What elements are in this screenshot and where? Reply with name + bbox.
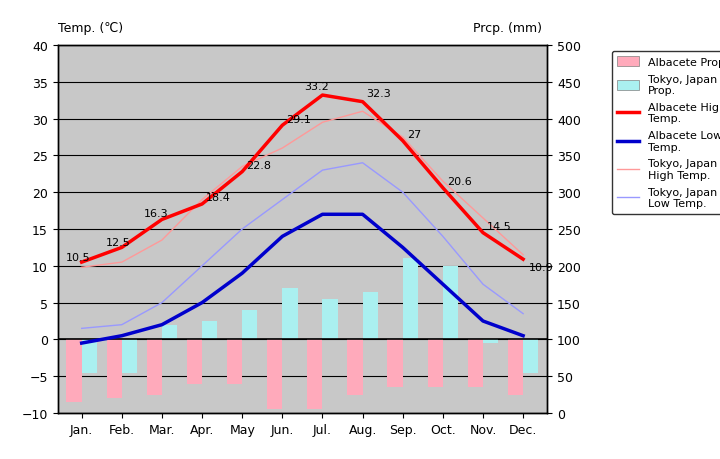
Albacete High
Temp.: [158, 217, 166, 223]
Albacete High
Temp.: [77, 260, 86, 265]
Bar: [307, 340, 323, 409]
Tokyo, Japan
High Temp.: [479, 216, 487, 221]
Legend: Albacete Prop., Tokyo, Japan
Prop., Albacete High
Temp., Albacete Low
Temp., Tok: Albacete Prop., Tokyo, Japan Prop., Alba…: [611, 51, 720, 214]
Tokyo, Japan
High Temp.: [198, 197, 207, 203]
Albacete Low
Temp.: [519, 333, 528, 339]
Bar: [508, 340, 523, 395]
Bar: [523, 340, 539, 373]
Bar: [162, 325, 177, 340]
Text: 33.2: 33.2: [305, 82, 329, 92]
Text: Prcp. (mm): Prcp. (mm): [473, 22, 542, 35]
Tokyo, Japan
Low Temp.: [438, 234, 447, 240]
Bar: [66, 340, 81, 402]
Albacete High
Temp.: [198, 202, 207, 207]
Bar: [227, 340, 242, 384]
Tokyo, Japan
Low Temp.: [198, 263, 207, 269]
Text: 14.5: 14.5: [487, 222, 512, 231]
Bar: [483, 340, 498, 343]
Tokyo, Japan
High Temp.: [398, 135, 407, 140]
Line: Albacete High
Temp.: Albacete High Temp.: [81, 96, 523, 263]
Tokyo, Japan
Low Temp.: [398, 190, 407, 196]
Tokyo, Japan
Low Temp.: [479, 282, 487, 287]
Text: 27: 27: [407, 130, 421, 140]
Bar: [147, 340, 162, 395]
Albacete Low
Temp.: [398, 245, 407, 251]
Albacete High
Temp.: [438, 185, 447, 191]
Bar: [428, 340, 443, 387]
Tokyo, Japan
High Temp.: [117, 260, 126, 265]
Bar: [443, 266, 458, 340]
Albacete Low
Temp.: [359, 212, 367, 218]
Tokyo, Japan
High Temp.: [238, 164, 246, 170]
Text: 20.6: 20.6: [447, 177, 472, 187]
Tokyo, Japan
Low Temp.: [359, 161, 367, 166]
Bar: [347, 340, 363, 395]
Albacete High
Temp.: [318, 93, 327, 99]
Tokyo, Japan
Low Temp.: [519, 311, 528, 317]
Bar: [387, 340, 402, 387]
Bar: [107, 340, 122, 398]
Text: 16.3: 16.3: [144, 208, 168, 218]
Tokyo, Japan
High Temp.: [158, 238, 166, 243]
Tokyo, Japan
High Temp.: [359, 109, 367, 115]
Bar: [186, 340, 202, 384]
Text: 10.5: 10.5: [66, 252, 90, 263]
Albacete Low
Temp.: [117, 333, 126, 339]
Albacete Low
Temp.: [479, 319, 487, 324]
Albacete Low
Temp.: [158, 322, 166, 328]
Albacete High
Temp.: [238, 169, 246, 175]
Tokyo, Japan
Low Temp.: [158, 300, 166, 306]
Tokyo, Japan
Low Temp.: [318, 168, 327, 174]
Albacete Low
Temp.: [438, 282, 447, 287]
Bar: [402, 259, 418, 340]
Albacete High
Temp.: [359, 100, 367, 105]
Bar: [363, 292, 378, 340]
Bar: [468, 340, 483, 387]
Bar: [323, 299, 338, 340]
Albacete High
Temp.: [117, 245, 126, 251]
Tokyo, Japan
High Temp.: [438, 179, 447, 185]
Tokyo, Japan
Low Temp.: [77, 326, 86, 331]
Bar: [202, 321, 217, 340]
Tokyo, Japan
High Temp.: [77, 265, 86, 270]
Albacete High
Temp.: [479, 230, 487, 236]
Line: Tokyo, Japan
Low Temp.: Tokyo, Japan Low Temp.: [81, 163, 523, 329]
Albacete Low
Temp.: [198, 300, 207, 306]
Text: 29.1: 29.1: [287, 114, 311, 124]
Albacete High
Temp.: [278, 123, 287, 129]
Tokyo, Japan
Low Temp.: [238, 227, 246, 232]
Albacete Low
Temp.: [278, 234, 287, 240]
Albacete Low
Temp.: [318, 212, 327, 218]
Albacete Low
Temp.: [238, 271, 246, 276]
Text: Temp. (℃): Temp. (℃): [58, 22, 122, 35]
Text: 32.3: 32.3: [366, 89, 392, 99]
Text: 22.8: 22.8: [246, 161, 271, 171]
Albacete High
Temp.: [519, 257, 528, 263]
Text: 12.5: 12.5: [106, 238, 130, 248]
Bar: [267, 340, 282, 409]
Text: 18.4: 18.4: [206, 193, 231, 203]
Tokyo, Japan
High Temp.: [318, 120, 327, 126]
Bar: [242, 310, 258, 340]
Tokyo, Japan
High Temp.: [519, 252, 528, 258]
Bar: [81, 340, 97, 373]
Albacete Low
Temp.: [77, 341, 86, 346]
Tokyo, Japan
Low Temp.: [278, 197, 287, 203]
Line: Tokyo, Japan
High Temp.: Tokyo, Japan High Temp.: [81, 112, 523, 268]
Text: 10.9: 10.9: [529, 263, 554, 273]
Bar: [282, 288, 297, 340]
Albacete High
Temp.: [398, 139, 407, 144]
Line: Albacete Low
Temp.: Albacete Low Temp.: [81, 215, 523, 343]
Bar: [122, 340, 137, 373]
Tokyo, Japan
Low Temp.: [117, 322, 126, 328]
Tokyo, Japan
High Temp.: [278, 146, 287, 151]
